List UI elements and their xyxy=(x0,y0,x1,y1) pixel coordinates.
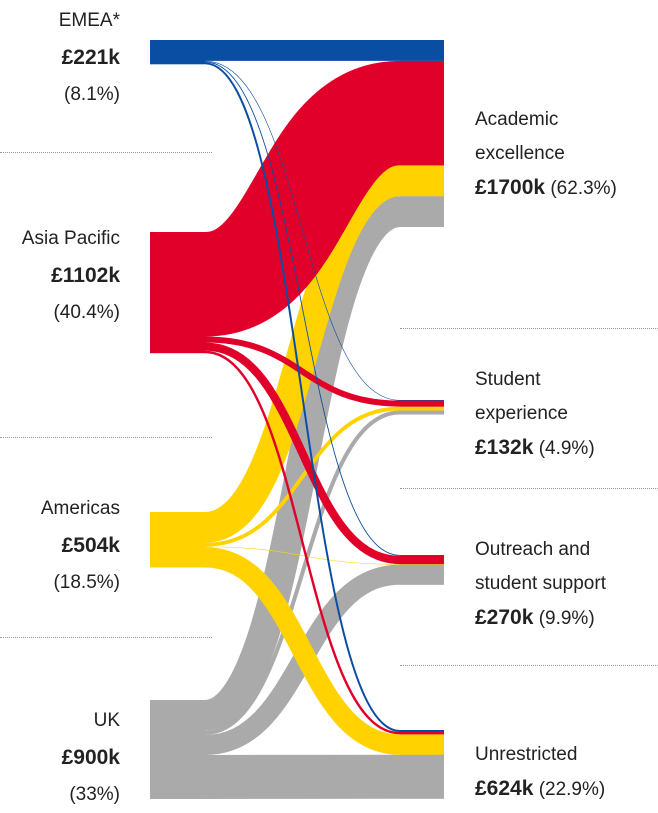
target-value: £1700k xyxy=(475,176,546,199)
source-share: (8.1%) xyxy=(64,84,120,105)
flow xyxy=(204,342,444,565)
target-value: £624k xyxy=(475,777,534,800)
target-share: (4.9%) xyxy=(538,438,595,459)
target-name: Academic excellence xyxy=(475,109,565,164)
source-node xyxy=(150,232,205,354)
target-label: Academic excellence £1700k (62.3%) xyxy=(475,103,625,206)
source-value: £504k xyxy=(61,534,120,557)
flow xyxy=(200,60,444,337)
flow xyxy=(204,547,444,755)
source-name: Americas xyxy=(40,498,120,519)
target-label: Unrestricted £624k (22.9%) xyxy=(475,738,655,807)
target-value-line: £624k (22.9%) xyxy=(475,772,655,807)
target-name: Outreach and student support xyxy=(475,539,606,594)
flow xyxy=(204,60,444,401)
flow xyxy=(202,165,444,543)
separator xyxy=(0,437,212,438)
source-value: £1102k xyxy=(51,264,120,287)
source-value: £221k xyxy=(61,46,120,69)
separator xyxy=(400,488,658,489)
source-share: (18.5%) xyxy=(53,572,120,593)
flow xyxy=(204,62,444,732)
source-value: £900k xyxy=(61,746,120,769)
target-label: Outreach and student support £270k (9.9%) xyxy=(475,533,635,636)
target-value: £132k xyxy=(475,436,534,459)
separator xyxy=(400,328,658,329)
flow xyxy=(204,350,444,735)
source-label: Asia Pacific £1102k (40.4%) xyxy=(0,220,120,331)
source-name: Asia Pacific xyxy=(21,228,120,249)
target-value-line: £132k (4.9%) xyxy=(475,431,625,466)
separator xyxy=(0,152,212,153)
target-label: Student experience £132k (4.9%) xyxy=(475,363,625,466)
target-share: (62.3%) xyxy=(550,178,617,199)
source-name: UK xyxy=(93,710,120,731)
target-name: Student experience xyxy=(475,369,568,424)
separator xyxy=(0,637,212,638)
source-label: EMEA* £221k (8.1%) xyxy=(0,2,120,113)
source-label: Americas £504k (18.5%) xyxy=(0,490,120,601)
flow xyxy=(204,546,444,565)
source-share: (33%) xyxy=(69,784,120,805)
target-share: (9.9%) xyxy=(538,608,595,629)
source-label: UK £900k (33%) xyxy=(0,702,120,813)
separator xyxy=(400,665,658,666)
source-name: EMEA* xyxy=(58,10,120,31)
target-value-line: £270k (9.9%) xyxy=(475,601,635,636)
source-node xyxy=(150,40,205,65)
target-name: Unrestricted xyxy=(475,744,578,765)
target-value: £270k xyxy=(475,606,534,629)
source-node xyxy=(150,700,205,799)
source-node xyxy=(150,512,205,568)
source-share: (40.4%) xyxy=(53,302,120,323)
target-value-line: £1700k (62.3%) xyxy=(475,171,625,206)
flow xyxy=(204,336,444,407)
flow xyxy=(204,61,444,556)
flow xyxy=(204,410,444,735)
target-share: (22.9%) xyxy=(538,779,606,800)
